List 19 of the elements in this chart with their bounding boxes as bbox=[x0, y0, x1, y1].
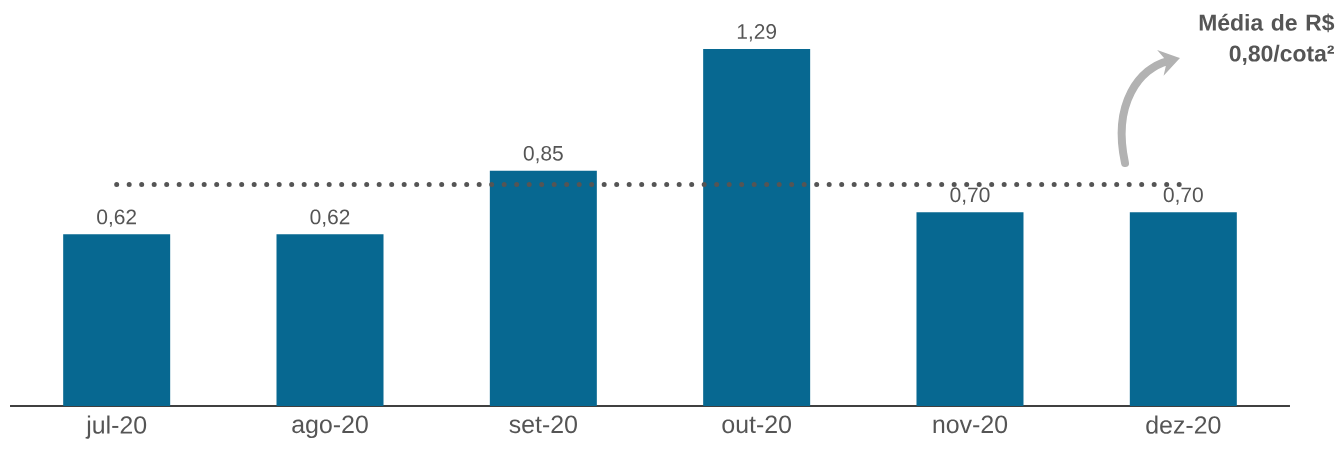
x-tick-label: set-20 bbox=[509, 415, 577, 434]
bar bbox=[276, 234, 384, 406]
bar bbox=[916, 212, 1024, 406]
data-label: 0,70 bbox=[950, 187, 990, 205]
bar bbox=[703, 48, 811, 406]
x-tick-label: out-20 bbox=[722, 415, 791, 434]
data-label: 0,70 bbox=[1163, 187, 1203, 205]
data-label: 1,29 bbox=[737, 24, 777, 42]
data-label: 0,85 bbox=[523, 145, 563, 164]
data-label: 0,62 bbox=[310, 209, 350, 227]
x-tick-label: dez-20 bbox=[1146, 415, 1221, 434]
ref-line-label: Média de R$ 0,80/cota² bbox=[1199, 13, 1335, 65]
x-tick-label: jul-20 bbox=[85, 415, 147, 439]
bar bbox=[489, 170, 597, 406]
bar bbox=[1129, 212, 1237, 406]
x-tick-label: ago-20 bbox=[292, 415, 368, 439]
bar bbox=[63, 234, 171, 406]
x-tick-label: nov-20 bbox=[933, 415, 1008, 434]
data-label: 0,62 bbox=[97, 209, 136, 227]
